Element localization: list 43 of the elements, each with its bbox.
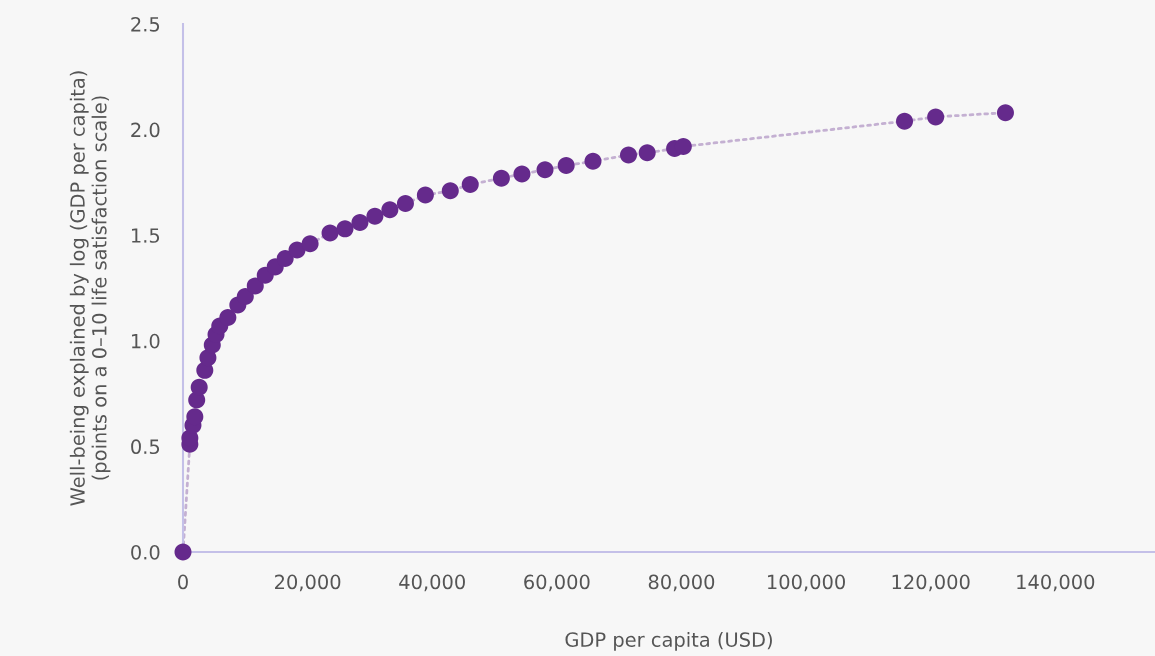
y-tick-label: 2.0 [131, 122, 160, 138]
x-tick-label: 40,000 [399, 574, 465, 592]
point [351, 214, 369, 232]
point [321, 224, 339, 242]
y-tick-label: 0.0 [131, 544, 160, 560]
x-tick-label: 100,000 [768, 574, 845, 592]
point [174, 543, 192, 561]
y-tick-label: 2.5 [131, 16, 160, 32]
point [638, 144, 656, 162]
x-tick-label: 120,000 [892, 574, 970, 592]
point [366, 207, 384, 225]
x-tick-label: 140,000 [1017, 574, 1095, 592]
point [301, 235, 319, 253]
point [246, 277, 264, 295]
point [276, 249, 294, 267]
point [236, 287, 254, 305]
point [288, 241, 306, 259]
point [927, 108, 945, 126]
point [381, 201, 399, 219]
point [492, 169, 510, 187]
y-tick-label: 1.0 [131, 333, 160, 349]
y-tick-label: 0.5 [131, 439, 160, 455]
point [441, 182, 459, 200]
y-tick-label: 1.5 [131, 228, 160, 243]
x-tick-label: 0 [178, 574, 188, 590]
point [557, 157, 575, 175]
y-axis-title: Well-being explained by log (GDP per capita) (points on a 0–10 life satisfaction scale) [69, 71, 111, 506]
point [190, 378, 208, 396]
x-tick-label: 60,000 [524, 574, 590, 592]
point [619, 146, 638, 164]
point [536, 161, 554, 179]
point [336, 220, 354, 238]
point [219, 309, 237, 327]
point [396, 195, 414, 213]
point [996, 104, 1014, 122]
x-tick-label: 80,000 [648, 574, 715, 592]
point [513, 165, 531, 183]
point [584, 152, 602, 170]
x-tick-label: 20,000 [275, 574, 341, 592]
point [896, 112, 914, 130]
point [461, 176, 479, 194]
x-axis-title: GDP per capita (USD) [565, 631, 772, 651]
point [416, 186, 434, 204]
